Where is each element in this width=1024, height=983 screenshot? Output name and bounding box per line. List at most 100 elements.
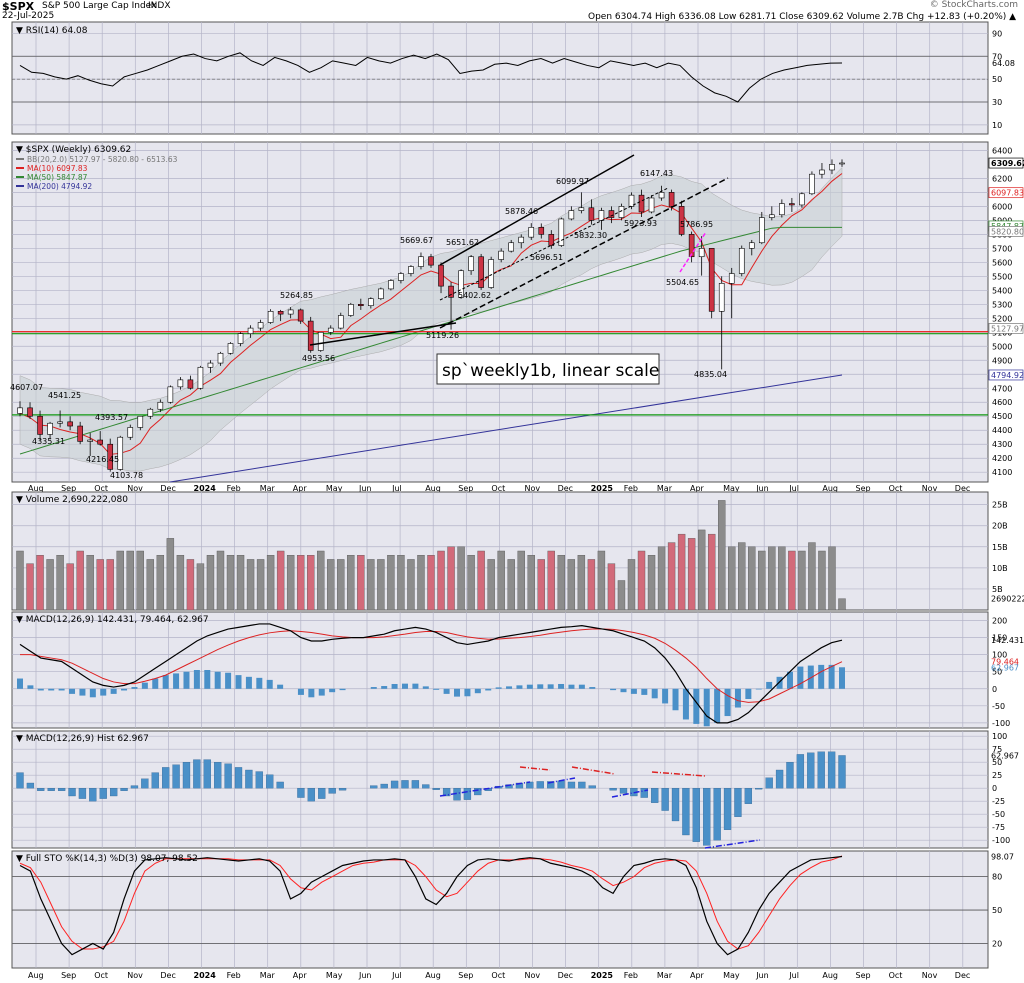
macd-hist-bar (495, 687, 502, 689)
macd-hist-bar (339, 688, 346, 691)
candle-body (839, 162, 845, 165)
macd-hist-bar (537, 684, 544, 689)
right-value-box (988, 323, 1024, 334)
volume-bar (337, 559, 345, 611)
x-axis-month-label: Apr (293, 484, 308, 493)
price-annotation-label: 5786.95 (680, 220, 713, 229)
candle-body (458, 270, 464, 298)
volume-bar (387, 555, 395, 611)
volume-bar (477, 550, 485, 611)
volume-bar (647, 555, 656, 611)
right-value-label: 5127.97 (991, 324, 1024, 333)
y-tick-label: 6400 (992, 146, 1012, 155)
price-annotation-label: 4335.31 (32, 437, 65, 446)
right-value-box (988, 187, 1024, 199)
macd-hist-bar (235, 675, 242, 689)
macd-hist-panel-bar (640, 788, 648, 798)
volume-bar (66, 563, 74, 611)
candle-body (267, 311, 274, 323)
candle-body (658, 192, 665, 199)
symbol-label: $SPX (2, 0, 35, 13)
candle-body (337, 315, 344, 329)
macd-hist-panel-bar (26, 782, 35, 789)
candle-body (608, 210, 615, 218)
volume-bar (517, 550, 525, 611)
macd-hist-bar (27, 685, 34, 689)
candle-body (47, 422, 53, 435)
annotation-text: sp`weekly1b, linear scale (442, 361, 659, 381)
macd-hist-bar (828, 664, 835, 689)
candle-body (528, 227, 535, 238)
x-axis-month-label: Nov (922, 971, 938, 980)
macd-hist-bar (152, 678, 159, 689)
macd-hist-panel-bar (817, 751, 825, 789)
macd-hist-bar (786, 671, 793, 689)
macd-hist-panel-bar (651, 788, 659, 803)
candle-body (448, 285, 454, 298)
y-tick-label: 5000 (992, 342, 1012, 351)
candle-body (418, 256, 424, 267)
candle-body (738, 248, 745, 274)
macd-hist-bar (807, 665, 814, 689)
macd-hist-bar (464, 688, 471, 697)
candle-body (77, 425, 83, 442)
volume-bar (567, 559, 576, 611)
candle-body (748, 242, 755, 249)
macd-hist-bar (79, 688, 86, 696)
x-axis-month-label: Jul (788, 971, 799, 980)
x-axis-month-label: Apr (690, 971, 705, 980)
chart-header: $SPX S&P 500 Large Cap Index INDX 22-Jul… (0, 0, 1024, 22)
candle-body (678, 206, 685, 235)
macd-hist-panel-bar (245, 769, 253, 789)
macd-hist-bar (58, 688, 65, 691)
y-tick-label: 0 (992, 685, 997, 694)
macd-hist-bar (266, 679, 273, 689)
candle-body (819, 169, 825, 175)
y-tick-label: 50 (992, 668, 1002, 677)
legend-label: MA(10) 6097.83 (27, 164, 88, 173)
y-tick-label: 10 (992, 121, 1002, 130)
candle-body (137, 415, 144, 428)
candle-body (388, 280, 394, 290)
macd-hist-bar (506, 686, 513, 689)
macd-hist-bar (37, 688, 44, 691)
candle-body (257, 322, 264, 329)
volume-bar (166, 538, 175, 611)
candle-body (478, 256, 484, 288)
x-axis-month-label: Jul (391, 484, 402, 493)
x-axis-month-label: Sep (458, 971, 473, 980)
x-axis-month-label: Feb (227, 484, 241, 493)
candle-body (27, 407, 33, 417)
x-axis-month-label: Nov (127, 971, 143, 980)
macd-hist-panel-bar (120, 788, 128, 791)
ma10-line (19, 173, 843, 455)
stoch-k-line (19, 855, 843, 956)
volume-bar (527, 555, 535, 611)
macd-hist-bar (818, 664, 825, 689)
y-tick-label: 80 (992, 873, 1002, 882)
macd-hist-panel-bar (37, 788, 45, 791)
x-axis-month-label: Feb (624, 971, 638, 980)
volume-bar (246, 559, 255, 611)
volume-bar (557, 555, 566, 611)
macd-hist-bar (183, 671, 190, 689)
macd-hist-panel-bar (89, 788, 97, 802)
macd-hist-bar (620, 688, 627, 693)
candle-body (227, 343, 234, 354)
y-tick-label: 6000 (992, 202, 1012, 211)
macd-hist-panel-bar (68, 788, 76, 797)
macd-hist-bar (131, 687, 138, 689)
volume-bar (256, 559, 265, 611)
macd-hist-panel-bar (214, 762, 222, 789)
y-tick-label: 5500 (992, 272, 1012, 281)
candle-body (568, 210, 575, 220)
macd-hist-panel-bar (432, 788, 440, 790)
volume-bar (296, 555, 305, 611)
annotation-box (436, 353, 660, 385)
x-axis-month-label: May (723, 971, 740, 980)
quote-line: Open 6304.74 High 6336.08 Low 6281.71 Cl… (588, 12, 1017, 22)
volume-bar (156, 555, 165, 611)
candle-body (398, 273, 404, 281)
macd-hist-bar (318, 688, 325, 696)
right-value-box (988, 226, 1024, 237)
